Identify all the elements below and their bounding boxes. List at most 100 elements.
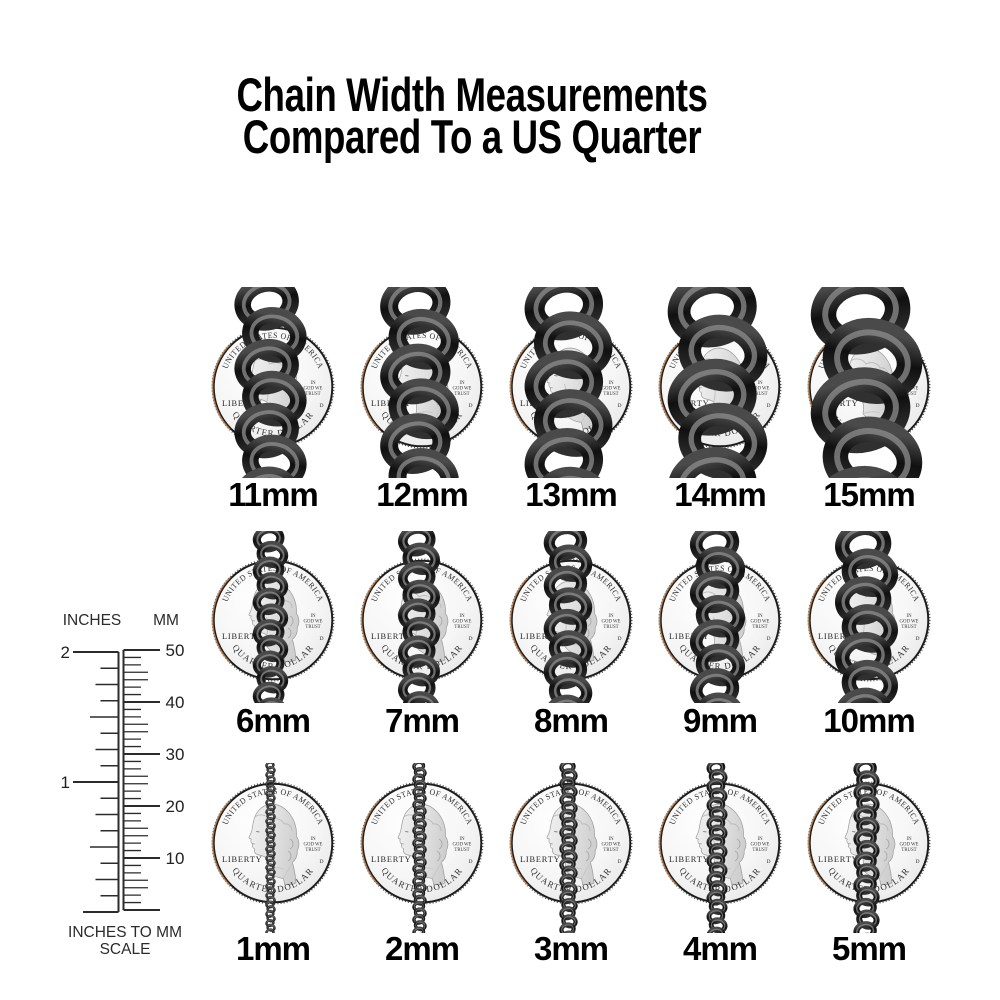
coin-motto-line: TRUST bbox=[603, 848, 618, 853]
chain-size-label: 4mm bbox=[682, 930, 758, 967]
coin-mint-mark: D bbox=[469, 403, 473, 409]
chain-size-label: 9mm bbox=[682, 702, 758, 739]
chain-link bbox=[560, 930, 578, 933]
coin-copper-edge bbox=[360, 799, 380, 887]
chain-overlay-14mm bbox=[667, 287, 767, 478]
coin-mint-mark: D bbox=[320, 403, 324, 409]
chain-link bbox=[241, 434, 307, 478]
coin-mint-mark: D bbox=[320, 859, 324, 865]
coin-mint-mark: D bbox=[618, 636, 622, 642]
coin-liberty: LIBERTY bbox=[669, 632, 709, 641]
coin-mint-mark: D bbox=[916, 403, 920, 409]
coin-motto-line: IN bbox=[608, 614, 614, 619]
coin-liberty: LIBERTY bbox=[520, 855, 560, 864]
ruler-inch-label: 2 bbox=[61, 643, 70, 662]
chain-size-label: 13mm bbox=[525, 476, 617, 513]
coin-liberty: LIBERTY bbox=[669, 855, 709, 864]
coin-copper-edge bbox=[658, 343, 678, 431]
coin-motto-line: IN bbox=[757, 614, 763, 619]
coin-motto-line: TRUST bbox=[901, 625, 916, 630]
coin-mint-mark: D bbox=[469, 636, 473, 642]
coin-liberty: LIBERTY bbox=[371, 855, 411, 864]
coin-mint-mark: D bbox=[916, 859, 920, 865]
ruler-inches-header: INCHES bbox=[63, 612, 122, 629]
chain-size-label: 3mm bbox=[533, 930, 609, 967]
coin-liberty: LIBERTY bbox=[371, 632, 411, 641]
coin-motto-line: GOD WE bbox=[304, 843, 323, 848]
chain-overlay-2mm bbox=[411, 763, 427, 933]
coin-reeded-edge bbox=[360, 558, 484, 682]
coin-copper-edge bbox=[658, 799, 678, 887]
coin-motto-line: IN bbox=[757, 381, 763, 386]
coin-liberty: LIBERTY bbox=[818, 855, 858, 864]
coin-motto-line: IN bbox=[906, 614, 912, 619]
chain-link bbox=[524, 428, 603, 478]
coin-copper-edge bbox=[509, 576, 529, 664]
coin-copper-edge bbox=[211, 799, 231, 887]
chain-link bbox=[233, 466, 299, 478]
chain-link bbox=[852, 921, 877, 933]
coin-motto-line: TRUST bbox=[752, 625, 767, 630]
coin-copper-edge bbox=[658, 576, 678, 664]
coin-copper-edge bbox=[211, 343, 231, 431]
coin-motto-line: IN bbox=[608, 837, 614, 842]
coin-motto-line: IN bbox=[310, 381, 316, 386]
chain-size-label: 14mm bbox=[674, 476, 766, 513]
ruler-caption-line-1: INCHES TO MM bbox=[68, 924, 182, 941]
chain-link bbox=[695, 692, 745, 703]
coin-copper-edge bbox=[360, 576, 380, 664]
coin-motto-line: IN bbox=[310, 837, 316, 842]
coin-motto-line: TRUST bbox=[305, 625, 320, 630]
coin-motto-line: GOD WE bbox=[453, 843, 472, 848]
page-title: Chain Width Measurements Compared To a U… bbox=[104, 71, 840, 163]
chain-overlay-9mm bbox=[689, 531, 745, 703]
ruler-mm-label: 20 bbox=[166, 797, 185, 816]
coin-motto-line: GOD WE bbox=[900, 843, 919, 848]
chain-link bbox=[533, 466, 612, 478]
coin-motto-line: GOD WE bbox=[304, 387, 323, 392]
coin-motto-line: TRUST bbox=[454, 625, 469, 630]
chain-link bbox=[706, 926, 726, 933]
coin-motto-line: GOD WE bbox=[453, 620, 472, 625]
coin-mint-mark: D bbox=[618, 859, 622, 865]
chain-overlay-1mm bbox=[264, 763, 276, 933]
chain-link bbox=[543, 694, 588, 703]
coin-copper-edge bbox=[211, 576, 231, 664]
coin-motto-line: IN bbox=[459, 614, 465, 619]
coin-copper-edge bbox=[807, 799, 827, 887]
coin-motto-line: IN bbox=[608, 381, 614, 386]
coin-motto-line: GOD WE bbox=[900, 620, 919, 625]
title-line-2: Compared To a US Quarter bbox=[242, 110, 702, 163]
chain-overlay-13mm bbox=[524, 287, 612, 478]
coin-mint-mark: D bbox=[767, 636, 771, 642]
coin-mint-mark: D bbox=[916, 636, 920, 642]
coin-liberty: LIBERTY bbox=[222, 632, 262, 641]
chain-size-label: 11mm bbox=[228, 476, 319, 513]
coin-motto-line: TRUST bbox=[901, 848, 916, 853]
coin-liberty: LIBERTY bbox=[222, 855, 262, 864]
chain-size-label: 1mm bbox=[235, 930, 311, 967]
coin-motto-line: GOD WE bbox=[602, 620, 621, 625]
coin-motto-line: TRUST bbox=[603, 625, 618, 630]
coin-reeded-edge bbox=[807, 781, 931, 905]
coin-motto-line: TRUST bbox=[752, 392, 767, 397]
chain-overlay-6mm bbox=[252, 531, 288, 703]
coin-copper-edge bbox=[509, 799, 529, 887]
coin-motto-line: GOD WE bbox=[602, 843, 621, 848]
ruler-mm-label: 40 bbox=[166, 693, 185, 712]
coin-motto-line: TRUST bbox=[454, 848, 469, 853]
coin-motto-line: GOD WE bbox=[751, 843, 770, 848]
coin-mint-mark: D bbox=[618, 403, 622, 409]
chain-link bbox=[667, 446, 757, 478]
chain-link bbox=[548, 673, 593, 703]
coin-motto-line: TRUST bbox=[901, 392, 916, 397]
chain-link bbox=[264, 928, 275, 933]
chain-overlay-8mm bbox=[543, 531, 593, 703]
coin-motto-line: TRUST bbox=[752, 848, 767, 853]
coin-motto-line: IN bbox=[906, 837, 912, 842]
ruler-mm-header: MM bbox=[153, 612, 179, 629]
ruler-caption-line-2: SCALE bbox=[100, 941, 151, 958]
coin-mint-mark: D bbox=[320, 636, 324, 642]
coin-motto-line: GOD WE bbox=[751, 387, 770, 392]
chain-link bbox=[252, 681, 284, 703]
